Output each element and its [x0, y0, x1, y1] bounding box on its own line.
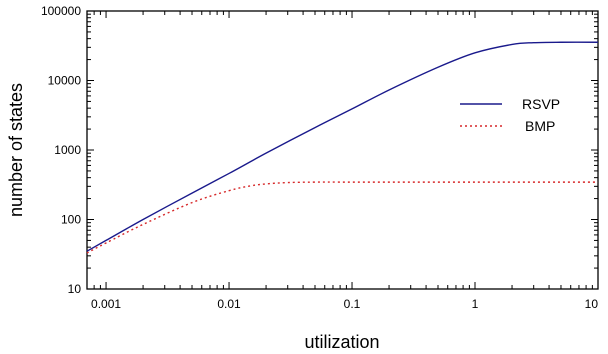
x-tick-label: 1 — [472, 297, 479, 311]
y-tick-label: 10 — [68, 282, 82, 296]
series-line-bmp — [86, 181, 598, 254]
x-tick-label: 0.1 — [344, 297, 361, 311]
y-tick-label: 100 — [61, 213, 81, 227]
series-line-rsvp — [86, 41, 599, 252]
x-tick-label: 0.01 — [217, 297, 241, 311]
y-tick-label: 10000 — [48, 74, 82, 88]
tick-labels: 0.001 0.01 0.1 1 10 10 100 1000 10000 100000 — [41, 4, 598, 311]
legend-label-bmp: BMP — [525, 118, 555, 134]
x-axis-label: utilization — [304, 332, 379, 352]
x-tick-label: 0.001 — [91, 297, 121, 311]
y-axis-label: number of states — [6, 83, 26, 217]
series-lines — [86, 41, 599, 254]
legend: RSVP BMP — [460, 96, 560, 134]
y-tick-label: 100000 — [41, 4, 81, 18]
y-tick-label: 1000 — [54, 143, 81, 157]
plot-frame — [86, 10, 599, 290]
x-tick-label: 10 — [585, 297, 599, 311]
legend-label-rsvp: RSVP — [522, 96, 560, 112]
tick-marks — [86, 10, 599, 290]
